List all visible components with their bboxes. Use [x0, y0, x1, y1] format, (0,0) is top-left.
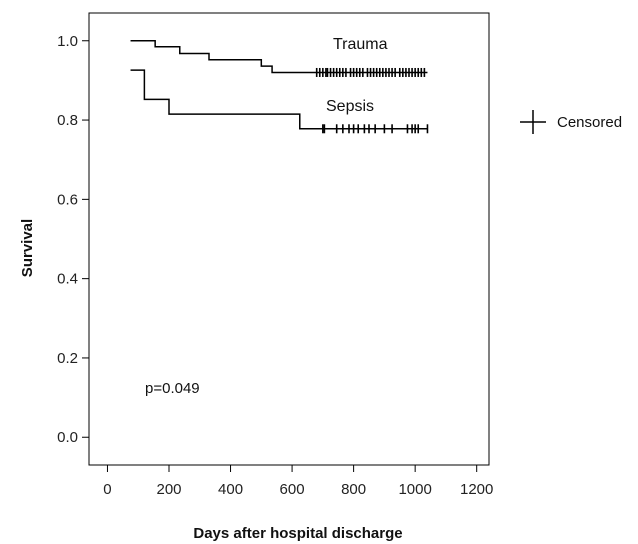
legend-censored-label: Censored	[557, 114, 622, 131]
plot-area	[88, 12, 490, 466]
y-tick-label: 0.4	[57, 271, 78, 288]
p-value-annotation: p=0.049	[145, 380, 200, 397]
x-axis-title: Days after hospital discharge	[193, 525, 402, 542]
x-axis: 0 200 400 600 800 1000 1200	[103, 465, 493, 498]
x-tick-label: 0	[103, 481, 111, 498]
y-tick-label: 0.2	[57, 350, 78, 367]
y-axis: 0.0 0.2 0.4 0.6 0.8 1.0	[57, 33, 89, 446]
x-tick-label: 800	[341, 481, 366, 498]
legend: Censored	[520, 110, 622, 134]
x-tick-label: 1000	[398, 481, 431, 498]
y-tick-label: 1.0	[57, 33, 78, 50]
survival-curve-sepsis	[130, 69, 428, 130]
x-tick-label: 400	[218, 481, 243, 498]
survival-curve-trauma	[130, 40, 428, 74]
survival-curves	[130, 40, 428, 130]
y-axis-title: Survival	[19, 219, 36, 277]
legend-censored-marker-icon	[520, 110, 546, 134]
y-tick-label: 0.8	[57, 112, 78, 129]
x-tick-label: 1200	[460, 481, 493, 498]
censor-marks	[315, 67, 429, 134]
x-tick-label: 200	[156, 481, 181, 498]
y-tick-label: 0.6	[57, 191, 78, 208]
x-tick-label: 600	[280, 481, 305, 498]
y-tick-label: 0.0	[57, 429, 78, 446]
series-label-trauma: Trauma	[333, 36, 388, 53]
series-label-sepsis: Sepsis	[326, 98, 374, 115]
